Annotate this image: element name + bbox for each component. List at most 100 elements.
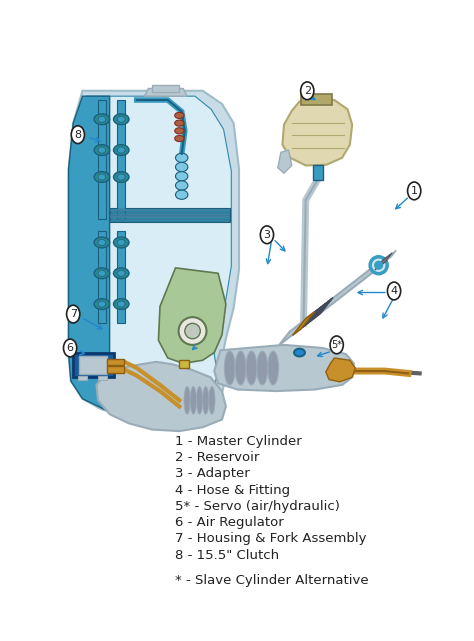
Ellipse shape — [179, 317, 207, 345]
Polygon shape — [314, 301, 329, 319]
Circle shape — [301, 82, 314, 99]
Text: 5* - Servo (air/hydraulic): 5* - Servo (air/hydraulic) — [175, 500, 340, 513]
Bar — [109, 221, 230, 222]
Ellipse shape — [118, 301, 125, 307]
Polygon shape — [376, 251, 396, 269]
Bar — [109, 210, 230, 211]
Ellipse shape — [94, 299, 109, 310]
Ellipse shape — [196, 387, 202, 414]
Ellipse shape — [202, 387, 209, 414]
Text: 3 - Adapter: 3 - Adapter — [175, 467, 250, 480]
Text: 4: 4 — [391, 286, 398, 296]
Ellipse shape — [94, 172, 109, 183]
Text: 7 - Housing & Fork Assembly: 7 - Housing & Fork Assembly — [175, 533, 366, 545]
Circle shape — [66, 305, 80, 323]
Bar — [98, 100, 106, 219]
Polygon shape — [69, 96, 109, 412]
Bar — [98, 231, 106, 323]
Bar — [118, 100, 125, 219]
Text: * - Slave Cylinder Alternative: * - Slave Cylinder Alternative — [175, 574, 369, 587]
Ellipse shape — [98, 301, 106, 307]
Ellipse shape — [118, 239, 125, 246]
Text: 4 - Hose & Fitting: 4 - Hose & Fitting — [175, 483, 290, 497]
Polygon shape — [279, 258, 384, 345]
Ellipse shape — [98, 116, 106, 122]
Polygon shape — [310, 303, 325, 322]
Bar — [78, 376, 87, 380]
Ellipse shape — [98, 174, 106, 180]
Bar — [109, 212, 230, 213]
Polygon shape — [283, 100, 352, 165]
Ellipse shape — [224, 351, 235, 385]
Circle shape — [330, 336, 343, 354]
Ellipse shape — [98, 271, 106, 276]
Ellipse shape — [113, 172, 129, 183]
Circle shape — [71, 126, 84, 144]
Ellipse shape — [113, 268, 129, 279]
Text: 2: 2 — [304, 86, 311, 96]
Ellipse shape — [175, 128, 184, 134]
Polygon shape — [145, 88, 187, 96]
Ellipse shape — [113, 237, 129, 248]
Ellipse shape — [175, 181, 188, 190]
Polygon shape — [375, 253, 392, 270]
Text: 7: 7 — [70, 309, 77, 319]
Ellipse shape — [175, 172, 188, 181]
Ellipse shape — [246, 351, 257, 385]
Polygon shape — [303, 309, 318, 328]
Bar — [109, 208, 230, 222]
Ellipse shape — [370, 257, 387, 274]
Polygon shape — [326, 358, 356, 382]
Ellipse shape — [175, 190, 188, 199]
Ellipse shape — [118, 174, 125, 180]
Bar — [109, 219, 230, 220]
Ellipse shape — [175, 112, 184, 119]
Bar — [109, 216, 230, 218]
Bar — [107, 367, 124, 372]
Polygon shape — [278, 150, 292, 173]
Ellipse shape — [113, 299, 129, 310]
Ellipse shape — [185, 323, 201, 338]
Ellipse shape — [175, 162, 188, 172]
Ellipse shape — [190, 387, 196, 414]
Ellipse shape — [118, 271, 125, 276]
Text: 3: 3 — [264, 229, 271, 240]
Bar — [98, 376, 107, 380]
Text: 8 - 15.5" Clutch: 8 - 15.5" Clutch — [175, 549, 279, 562]
Ellipse shape — [94, 114, 109, 124]
Circle shape — [64, 339, 77, 357]
Ellipse shape — [175, 135, 184, 142]
Text: 1 - Master Cylinder: 1 - Master Cylinder — [175, 435, 302, 448]
Bar — [73, 353, 113, 377]
Bar — [107, 359, 124, 365]
Bar — [301, 94, 332, 104]
Text: 2 - Reservoir: 2 - Reservoir — [175, 451, 259, 464]
Circle shape — [408, 182, 421, 200]
Polygon shape — [317, 298, 333, 316]
Bar — [80, 356, 107, 374]
Text: 5*: 5* — [331, 340, 342, 350]
Text: 6: 6 — [67, 343, 73, 353]
Polygon shape — [306, 306, 321, 325]
Ellipse shape — [268, 351, 279, 385]
Ellipse shape — [235, 351, 246, 385]
Ellipse shape — [94, 145, 109, 156]
Polygon shape — [75, 96, 231, 414]
Ellipse shape — [113, 114, 129, 124]
Text: 8: 8 — [74, 129, 82, 140]
Polygon shape — [158, 268, 226, 363]
Polygon shape — [214, 345, 354, 391]
Ellipse shape — [375, 262, 383, 269]
Ellipse shape — [98, 147, 106, 153]
Text: 6 - Air Regulator: 6 - Air Regulator — [175, 516, 284, 529]
Ellipse shape — [184, 387, 190, 414]
Bar — [152, 85, 179, 92]
Ellipse shape — [294, 349, 305, 356]
Bar — [118, 231, 125, 323]
Ellipse shape — [118, 147, 125, 153]
Ellipse shape — [257, 351, 268, 385]
Ellipse shape — [113, 145, 129, 156]
Polygon shape — [302, 297, 333, 328]
Bar — [179, 360, 189, 368]
Ellipse shape — [175, 153, 188, 162]
